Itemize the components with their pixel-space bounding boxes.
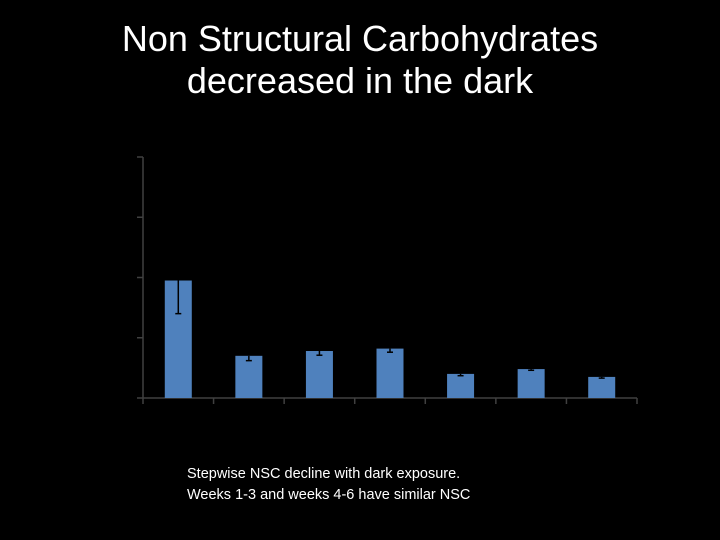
bar bbox=[588, 376, 616, 398]
bar bbox=[305, 351, 333, 398]
title-line-2: decreased in the dark bbox=[186, 60, 534, 101]
bar bbox=[376, 348, 404, 398]
caption-line-1: Stepwise NSC decline with dark exposure. bbox=[187, 466, 461, 482]
slide-title: Non Structural Carbohydrates decreased i… bbox=[0, 18, 720, 102]
bar bbox=[447, 373, 475, 398]
caption-line-2: Weeks 1-3 and weeks 4-6 have similar NSC bbox=[187, 487, 471, 503]
chart-caption: Stepwise NSC decline with dark exposure.… bbox=[187, 464, 470, 506]
bar bbox=[517, 369, 545, 398]
title-line-1: Non Structural Carbohydrates bbox=[121, 18, 599, 59]
bar bbox=[235, 355, 263, 398]
